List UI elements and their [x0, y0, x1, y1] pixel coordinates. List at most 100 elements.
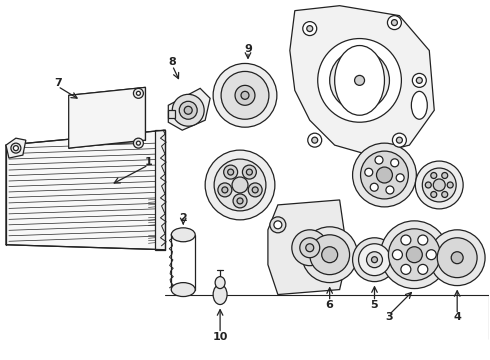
- Circle shape: [416, 77, 422, 84]
- Circle shape: [300, 238, 319, 258]
- Circle shape: [375, 156, 383, 164]
- Circle shape: [392, 133, 406, 147]
- Circle shape: [361, 151, 408, 199]
- Circle shape: [429, 230, 485, 285]
- Ellipse shape: [172, 283, 195, 297]
- Circle shape: [353, 238, 396, 282]
- Circle shape: [389, 229, 440, 280]
- Circle shape: [310, 235, 349, 275]
- Circle shape: [418, 235, 428, 245]
- Polygon shape: [268, 200, 347, 294]
- Circle shape: [133, 138, 144, 148]
- Circle shape: [355, 75, 365, 85]
- Text: 6: 6: [326, 300, 334, 310]
- Circle shape: [214, 159, 266, 211]
- Circle shape: [241, 91, 249, 99]
- Circle shape: [11, 143, 21, 153]
- Circle shape: [322, 247, 338, 263]
- Circle shape: [353, 143, 416, 207]
- Circle shape: [235, 85, 255, 105]
- Circle shape: [442, 192, 448, 197]
- Circle shape: [391, 159, 399, 167]
- Circle shape: [13, 146, 19, 150]
- Circle shape: [243, 165, 256, 179]
- Circle shape: [371, 257, 377, 263]
- Circle shape: [370, 183, 378, 191]
- Circle shape: [308, 133, 322, 147]
- Circle shape: [307, 26, 313, 32]
- Circle shape: [359, 244, 391, 276]
- Circle shape: [292, 230, 328, 266]
- Text: 2: 2: [179, 213, 187, 223]
- Circle shape: [252, 187, 258, 193]
- Circle shape: [133, 88, 144, 98]
- Text: 7: 7: [54, 78, 62, 88]
- Circle shape: [422, 168, 456, 202]
- Circle shape: [376, 167, 392, 183]
- Circle shape: [312, 137, 318, 143]
- Circle shape: [431, 172, 437, 179]
- Circle shape: [274, 221, 282, 229]
- Circle shape: [426, 250, 436, 260]
- Circle shape: [396, 137, 402, 143]
- Circle shape: [213, 63, 277, 127]
- Circle shape: [401, 264, 411, 274]
- Text: 4: 4: [453, 312, 461, 323]
- Circle shape: [218, 183, 232, 197]
- Ellipse shape: [215, 276, 225, 289]
- Circle shape: [205, 150, 275, 220]
- Circle shape: [451, 252, 463, 264]
- Circle shape: [442, 172, 448, 179]
- Ellipse shape: [335, 45, 385, 115]
- Circle shape: [302, 227, 358, 283]
- Circle shape: [396, 174, 404, 182]
- Circle shape: [447, 182, 453, 188]
- Circle shape: [306, 244, 314, 252]
- Circle shape: [318, 39, 401, 122]
- Circle shape: [401, 235, 411, 245]
- Circle shape: [136, 91, 141, 95]
- Circle shape: [388, 15, 401, 30]
- Polygon shape: [168, 110, 175, 118]
- Circle shape: [431, 192, 437, 197]
- Circle shape: [232, 177, 248, 193]
- Circle shape: [172, 94, 204, 126]
- Circle shape: [367, 252, 383, 268]
- Circle shape: [413, 73, 426, 87]
- Circle shape: [365, 168, 373, 176]
- Circle shape: [228, 169, 234, 175]
- Ellipse shape: [213, 285, 227, 305]
- Circle shape: [380, 221, 448, 289]
- Circle shape: [418, 264, 428, 274]
- Ellipse shape: [172, 228, 195, 242]
- Ellipse shape: [412, 91, 427, 119]
- Polygon shape: [6, 130, 165, 250]
- Circle shape: [237, 198, 243, 204]
- Text: 10: 10: [212, 332, 228, 342]
- Circle shape: [425, 182, 431, 188]
- Circle shape: [433, 179, 445, 191]
- Circle shape: [392, 250, 402, 260]
- Circle shape: [386, 186, 394, 194]
- Text: 3: 3: [386, 312, 393, 323]
- Circle shape: [416, 161, 463, 209]
- Polygon shape: [290, 6, 434, 155]
- Polygon shape: [6, 138, 26, 158]
- Circle shape: [406, 247, 422, 263]
- Circle shape: [184, 106, 192, 114]
- Circle shape: [303, 22, 317, 36]
- Circle shape: [246, 169, 252, 175]
- Polygon shape: [168, 88, 210, 130]
- Circle shape: [222, 187, 228, 193]
- Circle shape: [248, 183, 262, 197]
- Text: 1: 1: [145, 157, 152, 167]
- Text: 5: 5: [371, 300, 378, 310]
- Text: 9: 9: [244, 44, 252, 54]
- Circle shape: [221, 71, 269, 119]
- Circle shape: [392, 20, 397, 26]
- Circle shape: [136, 141, 141, 145]
- Polygon shape: [69, 87, 146, 148]
- Text: 8: 8: [169, 58, 176, 67]
- Circle shape: [330, 50, 390, 110]
- Circle shape: [223, 165, 238, 179]
